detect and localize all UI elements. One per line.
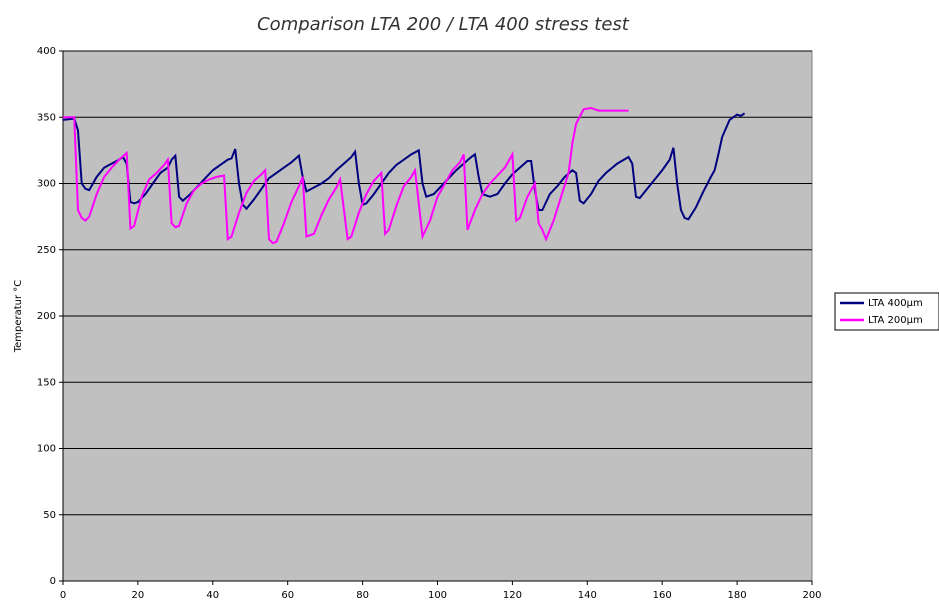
legend-label: LTA 400µm — [868, 298, 923, 309]
x-tick-label: 40 — [206, 590, 219, 601]
y-tick-label: 200 — [37, 311, 56, 322]
x-tick-label: 160 — [653, 590, 672, 601]
y-axis-label: Temperatur °C — [13, 280, 24, 354]
x-tick-label: 100 — [428, 590, 447, 601]
y-tick-label: 400 — [37, 46, 56, 57]
series-line — [63, 106, 629, 245]
series-line — [62, 112, 746, 221]
y-tick-label: 0 — [50, 576, 56, 587]
x-tick-label: 0 — [60, 590, 66, 601]
x-tick-label: 200 — [802, 590, 821, 601]
x-tick-label: 120 — [503, 590, 522, 601]
y-tick-label: 350 — [37, 112, 56, 123]
x-tick-label: 60 — [281, 590, 294, 601]
x-tick-label: 180 — [728, 590, 747, 601]
y-tick-label: 250 — [37, 245, 56, 256]
y-tick-label: 50 — [43, 510, 56, 521]
x-tick-label: 80 — [356, 590, 369, 601]
y-tick-label: 150 — [37, 377, 56, 388]
legend-label: LTA 200µm — [868, 315, 923, 326]
y-tick-label: 300 — [37, 179, 56, 190]
x-tick-label: 140 — [578, 590, 597, 601]
chart-title: Comparison LTA 200 / LTA 400 stress test — [257, 14, 630, 35]
x-tick-label: 20 — [132, 590, 145, 601]
legend — [834, 292, 939, 331]
y-tick-label: 100 — [37, 444, 56, 455]
